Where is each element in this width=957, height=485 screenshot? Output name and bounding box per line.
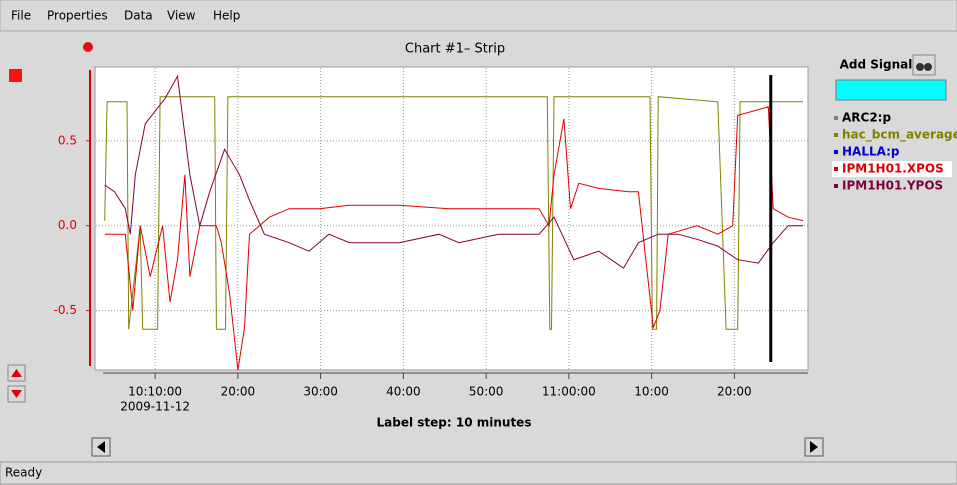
legend-highlight (832, 161, 952, 177)
up-arrow (11, 369, 22, 377)
binocular-right (924, 63, 932, 71)
signal-input[interactable] (835, 79, 947, 101)
legend: ARC2:p hac_bcm_average HALLA:p IPM1H01.XPOS… (832, 111, 957, 193)
status-bar (0, 461, 957, 485)
right-arrow (810, 441, 818, 453)
left-arrow (97, 441, 105, 453)
legend-marker (834, 116, 838, 120)
legend-marker (834, 184, 838, 188)
legend-marker (834, 167, 838, 171)
color-swatch[interactable] (9, 69, 22, 82)
chart-title: Chart #1– Strip (405, 42, 505, 57)
menu-item[interactable]: View (167, 9, 196, 23)
x-date-label: 2009-11-12 (120, 400, 190, 414)
down-arrow (11, 390, 22, 398)
x-tick-label: 20:00 (221, 385, 256, 399)
x-note: Label step: 10 minutes (377, 416, 532, 430)
search-button[interactable] (912, 54, 936, 76)
legend-label[interactable]: hac_bcm_average (842, 128, 957, 143)
menu-item[interactable]: Data (124, 9, 153, 23)
legend-label[interactable]: HALLA:p (842, 145, 900, 159)
y-tick-label: 0.0 (58, 218, 77, 232)
series-line (104, 74, 803, 269)
y-tick-label: 0.5 (58, 133, 77, 147)
legend-marker (834, 133, 838, 137)
legend-label[interactable]: ARC2:p (842, 111, 891, 125)
menu: File Properties Data View Help (11, 9, 240, 23)
x-tick-label: 10:00 (634, 385, 669, 399)
legend-label[interactable]: IPM1H01.XPOS (842, 162, 944, 176)
series-line (104, 106, 804, 371)
add-signal-label: Add Signal (840, 58, 913, 72)
menu-item[interactable]: Help (213, 9, 240, 23)
chart-icon (83, 42, 93, 52)
x-tick-label: 40:00 (386, 385, 421, 399)
plot-area (94, 66, 809, 371)
x-tick-label: 20:00 (717, 385, 752, 399)
legend-label[interactable]: IPM1H01.YPOS (842, 179, 943, 193)
x-tick-label: 10:10:00 (128, 385, 182, 399)
binocular-left (916, 63, 924, 71)
x-tick-label: 11:00:00 (542, 385, 596, 399)
x-tick-label: 30:00 (303, 385, 338, 399)
y-tick-label: -0.5 (54, 303, 77, 317)
legend-marker (834, 150, 838, 154)
x-tick-label: 50:00 (469, 385, 504, 399)
menu-item[interactable]: File (11, 9, 31, 23)
status-text: Ready (5, 466, 42, 480)
menu-item[interactable]: Properties (47, 9, 108, 23)
menu-bar (0, 0, 957, 32)
